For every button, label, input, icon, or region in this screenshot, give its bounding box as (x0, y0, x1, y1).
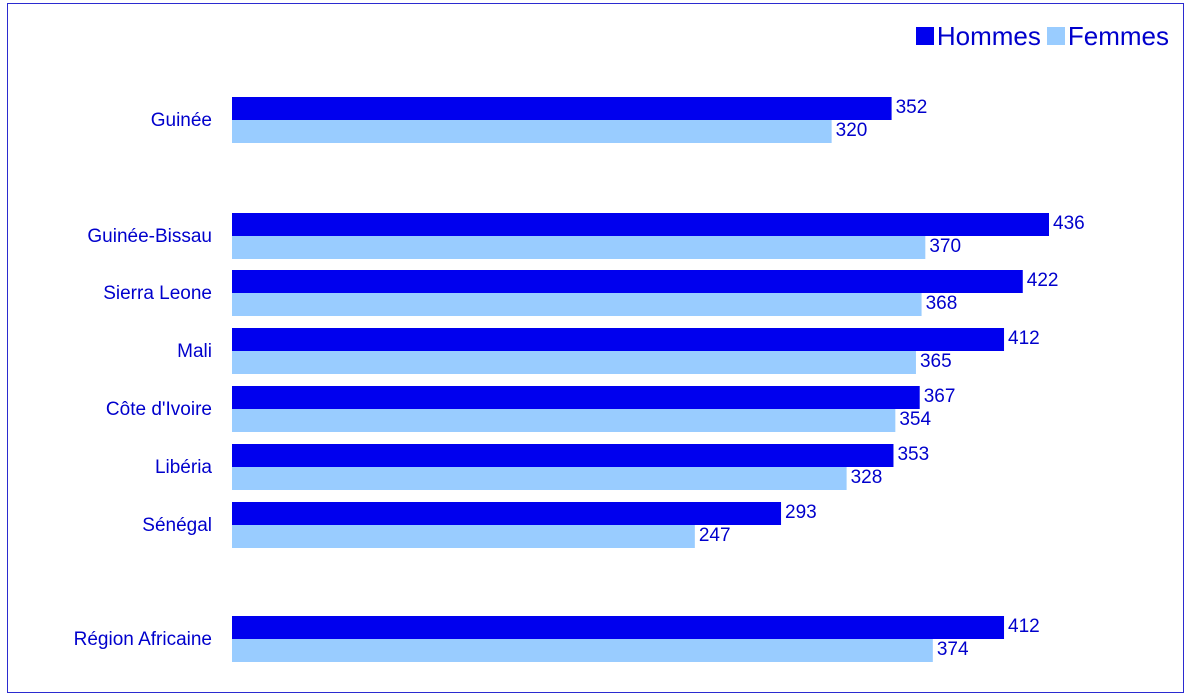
category-label-guinee-bissau: Guinée-Bissau (87, 226, 212, 247)
value-label-femmes-region-africaine: 374 (937, 639, 969, 660)
bar-femmes-cote-d-ivoire (232, 409, 896, 432)
legend-label-hommes: Hommes (936, 20, 1041, 51)
value-label-hommes-liberia: 353 (897, 444, 929, 465)
value-label-hommes-region-africaine: 412 (1008, 616, 1040, 637)
value-label-hommes-cote-d-ivoire: 367 (924, 386, 956, 407)
value-label-femmes-sierra-leone: 368 (926, 293, 958, 314)
value-label-femmes-mali: 365 (920, 351, 952, 372)
bar-hommes-cote-d-ivoire (232, 386, 920, 409)
legend: Hommes Femmes (915, 20, 1169, 52)
legend-item-femmes: Femmes (1046, 20, 1169, 52)
value-label-hommes-guinee-bissau: 436 (1053, 213, 1085, 234)
legend-item-hommes: Hommes (915, 20, 1041, 52)
value-label-hommes-mali: 412 (1008, 328, 1040, 349)
value-label-femmes-senegal: 247 (699, 525, 731, 546)
bar-femmes-sierra-leone (232, 293, 922, 316)
value-label-femmes-guinee-bissau: 370 (929, 236, 961, 257)
bar-hommes-mali (232, 328, 1005, 351)
category-label-guinee: Guinée (151, 110, 212, 131)
bar-hommes-senegal (232, 502, 782, 525)
value-label-femmes-guinee: 320 (836, 120, 868, 141)
bar-femmes-guinee (232, 120, 832, 143)
value-label-hommes-senegal: 293 (785, 502, 817, 523)
value-label-femmes-cote-d-ivoire: 354 (899, 409, 931, 430)
bar-hommes-liberia (232, 444, 894, 467)
bar-hommes-guinee-bissau (232, 213, 1049, 236)
bar-femmes-senegal (232, 525, 695, 548)
bar-hommes-sierra-leone (232, 270, 1023, 293)
category-label-cote-d-ivoire: Côte d'Ivoire (106, 399, 212, 420)
legend-label-femmes: Femmes (1067, 20, 1169, 51)
legend-swatch-hommes (915, 27, 934, 45)
category-label-senegal: Sénégal (142, 515, 212, 536)
bar-femmes-region-africaine (232, 639, 933, 662)
bar-femmes-mali (232, 351, 916, 374)
bar-femmes-guinee-bissau (232, 236, 926, 259)
value-label-femmes-liberia: 328 (851, 467, 883, 488)
value-label-hommes-sierra-leone: 422 (1027, 270, 1059, 291)
category-label-sierra-leone: Sierra Leone (103, 283, 212, 304)
value-label-hommes-guinee: 352 (896, 97, 928, 118)
category-label-mali: Mali (177, 341, 212, 362)
category-label-liberia: Libéria (155, 457, 212, 478)
category-label-region-africaine: Région Africaine (74, 629, 212, 650)
bar-femmes-liberia (232, 467, 847, 490)
bar-hommes-guinee (232, 97, 892, 120)
legend-swatch-femmes (1046, 27, 1065, 45)
bar-hommes-region-africaine (232, 616, 1005, 639)
